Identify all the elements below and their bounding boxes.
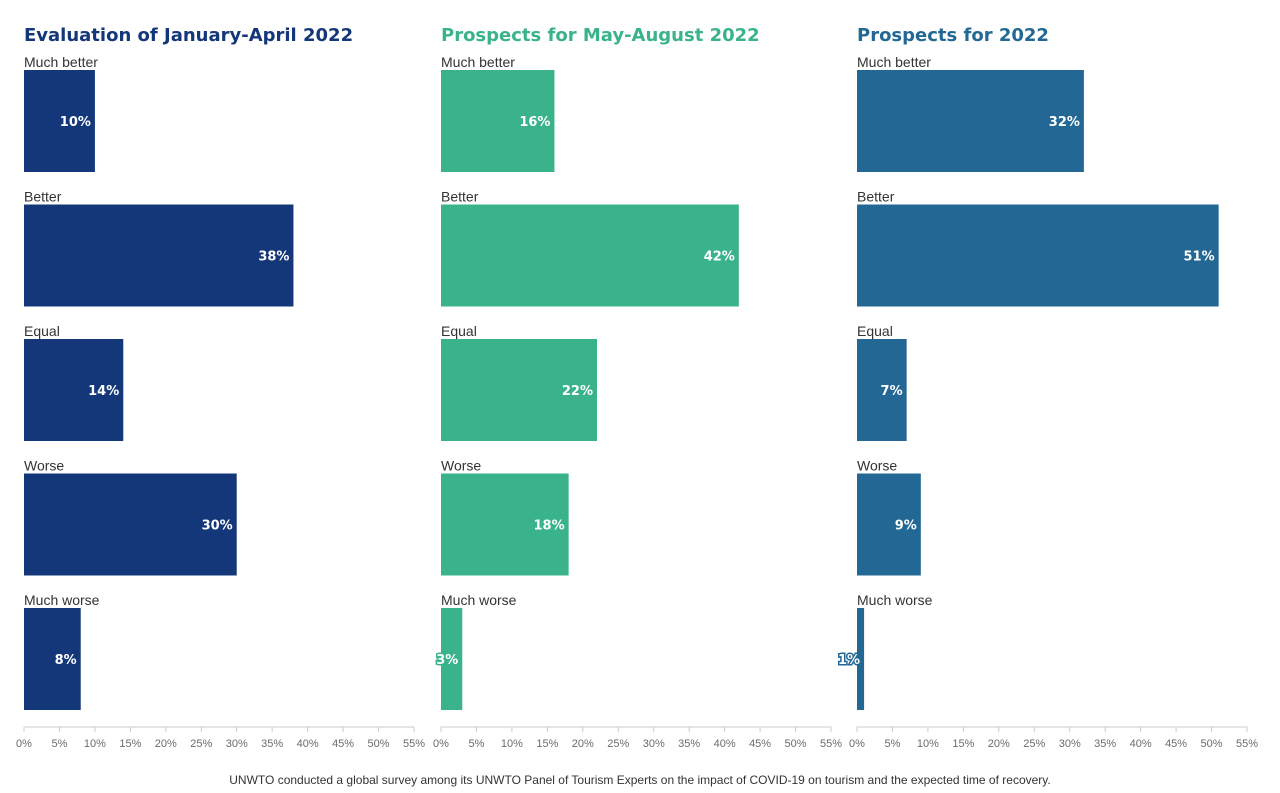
x-tick-label: 0% (433, 738, 449, 750)
bar (24, 473, 237, 576)
x-tick-label: 55% (403, 738, 425, 750)
x-tick-label: 45% (332, 738, 354, 750)
value-label: 16% (519, 115, 550, 130)
x-tick-label: 0% (16, 738, 32, 750)
x-tick-label: 0% (849, 738, 865, 750)
value-label: 14% (88, 384, 119, 399)
bar (24, 204, 294, 307)
x-tick-label: 45% (749, 738, 771, 750)
category-label: Much better (441, 54, 515, 70)
category-label: Better (857, 189, 895, 205)
bar (857, 608, 865, 710)
bar (441, 339, 597, 441)
x-tick-label: 15% (536, 738, 558, 750)
x-tick-label: 10% (917, 738, 939, 750)
value-label: 51% (1184, 250, 1215, 265)
x-tick-label: 25% (1023, 738, 1045, 750)
bar (441, 473, 569, 576)
panel-title-3: Prospects for 2022 (857, 25, 1049, 46)
x-tick-label: 50% (368, 738, 390, 750)
category-label: Worse (441, 458, 481, 474)
x-tick-label: 15% (119, 738, 141, 750)
x-tick-label: 5% (52, 738, 68, 750)
x-tick-label: 50% (785, 738, 807, 750)
category-label: Much worse (24, 592, 100, 608)
bar (441, 204, 739, 307)
x-tick-label: 25% (607, 738, 629, 750)
x-tick-label: 5% (469, 738, 485, 750)
category-label: Better (24, 189, 62, 205)
bar (857, 339, 907, 441)
x-tick-label: 30% (1059, 738, 1081, 750)
value-label: 18% (534, 519, 565, 534)
category-label: Worse (24, 458, 64, 474)
x-tick-label: 10% (84, 738, 106, 750)
category-label: Better (441, 189, 479, 205)
value-label: 32% (1049, 115, 1080, 130)
value-label: 1% (838, 653, 860, 668)
bar (441, 70, 555, 172)
category-label: Equal (857, 323, 893, 339)
charts-svg: Evaluation of January-April 2022 Much bet… (16, 25, 1258, 750)
bar (857, 70, 1084, 172)
value-label: 7% (881, 384, 903, 399)
panel-title-1: Evaluation of January-April 2022 (24, 25, 353, 46)
value-label: 10% (60, 115, 91, 130)
category-label: Equal (24, 323, 60, 339)
category-label: Worse (857, 458, 897, 474)
value-label: 42% (704, 250, 735, 265)
x-tick-label: 40% (1130, 738, 1152, 750)
x-tick-label: 55% (1236, 738, 1258, 750)
value-label: 30% (202, 519, 233, 534)
category-label: Much better (857, 54, 931, 70)
panel-title-2: Prospects for May-August 2022 (441, 25, 760, 46)
x-tick-label: 35% (1094, 738, 1116, 750)
x-tick-label: 55% (820, 738, 842, 750)
x-tick-label: 40% (714, 738, 736, 750)
category-label: Much worse (857, 592, 933, 608)
value-label: 8% (55, 653, 77, 668)
x-tick-label: 20% (988, 738, 1010, 750)
x-tick-label: 20% (155, 738, 177, 750)
x-tick-label: 30% (226, 738, 248, 750)
x-tick-label: 30% (643, 738, 665, 750)
x-tick-label: 50% (1201, 738, 1223, 750)
x-tick-label: 15% (952, 738, 974, 750)
value-label: 3% (436, 653, 458, 668)
bar (24, 608, 81, 710)
x-tick-label: 10% (501, 738, 523, 750)
category-label: Much worse (441, 592, 517, 608)
x-tick-label: 35% (678, 738, 700, 750)
x-tick-label: 25% (190, 738, 212, 750)
x-tick-label: 45% (1165, 738, 1187, 750)
category-label: Equal (441, 323, 477, 339)
bar (24, 70, 95, 172)
value-label: 22% (562, 384, 593, 399)
x-tick-label: 5% (885, 738, 901, 750)
value-label: 38% (258, 250, 289, 265)
footnote: UNWTO conducted a global survey among it… (229, 773, 1051, 787)
x-tick-label: 40% (297, 738, 319, 750)
category-label: Much better (24, 54, 98, 70)
bar (441, 608, 463, 710)
bar (857, 473, 921, 576)
x-tick-label: 20% (572, 738, 594, 750)
bar (857, 204, 1219, 307)
bar (24, 339, 124, 441)
x-tick-label: 35% (261, 738, 283, 750)
value-label: 9% (895, 519, 917, 534)
